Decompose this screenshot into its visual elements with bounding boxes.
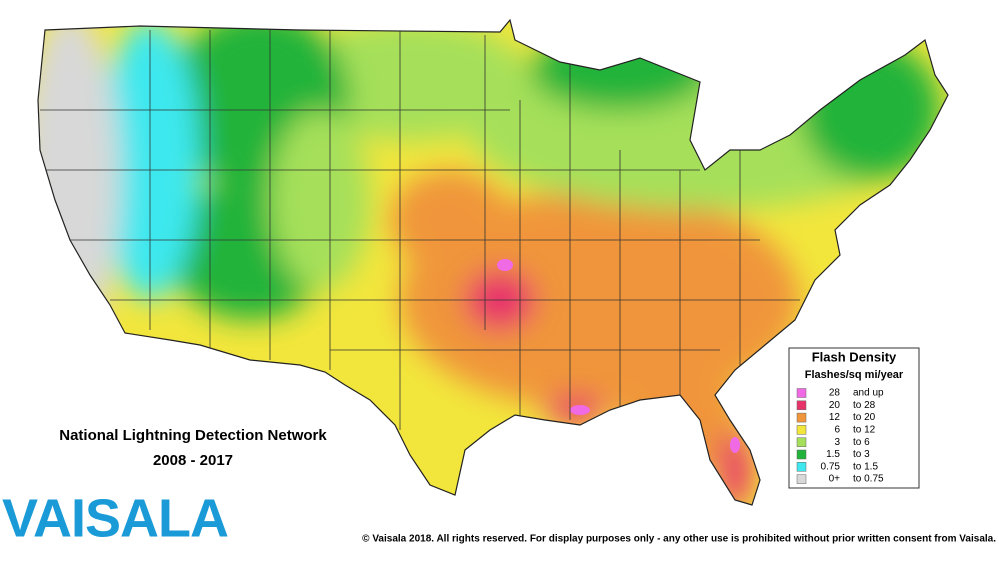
legend-swatch [796,412,807,423]
legend-from: 1.5 [826,449,840,460]
legend-from: 20 [829,400,841,411]
map-title: National Lightning Detection Network [59,427,327,444]
legend-swatch [796,425,807,435]
legend-to: to 0.75 [853,474,884,485]
legend-from: 0+ [829,474,841,485]
logo: VAISALA [2,488,228,548]
legend-box [788,347,920,489]
legend-swatch [796,462,807,472]
legend-title: Flash Density [812,349,897,364]
legend: Flash Density Flashes/sq mi/year 28 and u… [788,347,920,489]
legend-to: to 20 [853,412,876,423]
legend-swatch [796,437,807,447]
legend-from: 28 [829,388,841,399]
legend-to: to 28 [853,400,876,411]
legend-from: 0.75 [821,461,841,472]
legend-from: 3 [834,437,840,448]
legend-to: to 6 [853,437,870,448]
legend-subtitle: Flashes/sq mi/year [805,369,904,381]
legend-to: and up [853,388,884,399]
map-subtitle: 2008 - 2017 [153,452,233,469]
state-lines [40,30,800,430]
legend-to: to 12 [853,425,876,436]
copyright: © Vaisala 2018. All rights reserved. For… [362,534,996,545]
legend-to: to 1.5 [853,461,878,472]
legend-from: 12 [829,412,841,423]
legend-swatch [796,449,807,460]
legend-to: to 3 [853,449,870,460]
legend-from: 6 [834,425,840,436]
legend-swatch [796,388,807,398]
legend-swatch [796,400,807,411]
legend-swatch [796,474,807,484]
